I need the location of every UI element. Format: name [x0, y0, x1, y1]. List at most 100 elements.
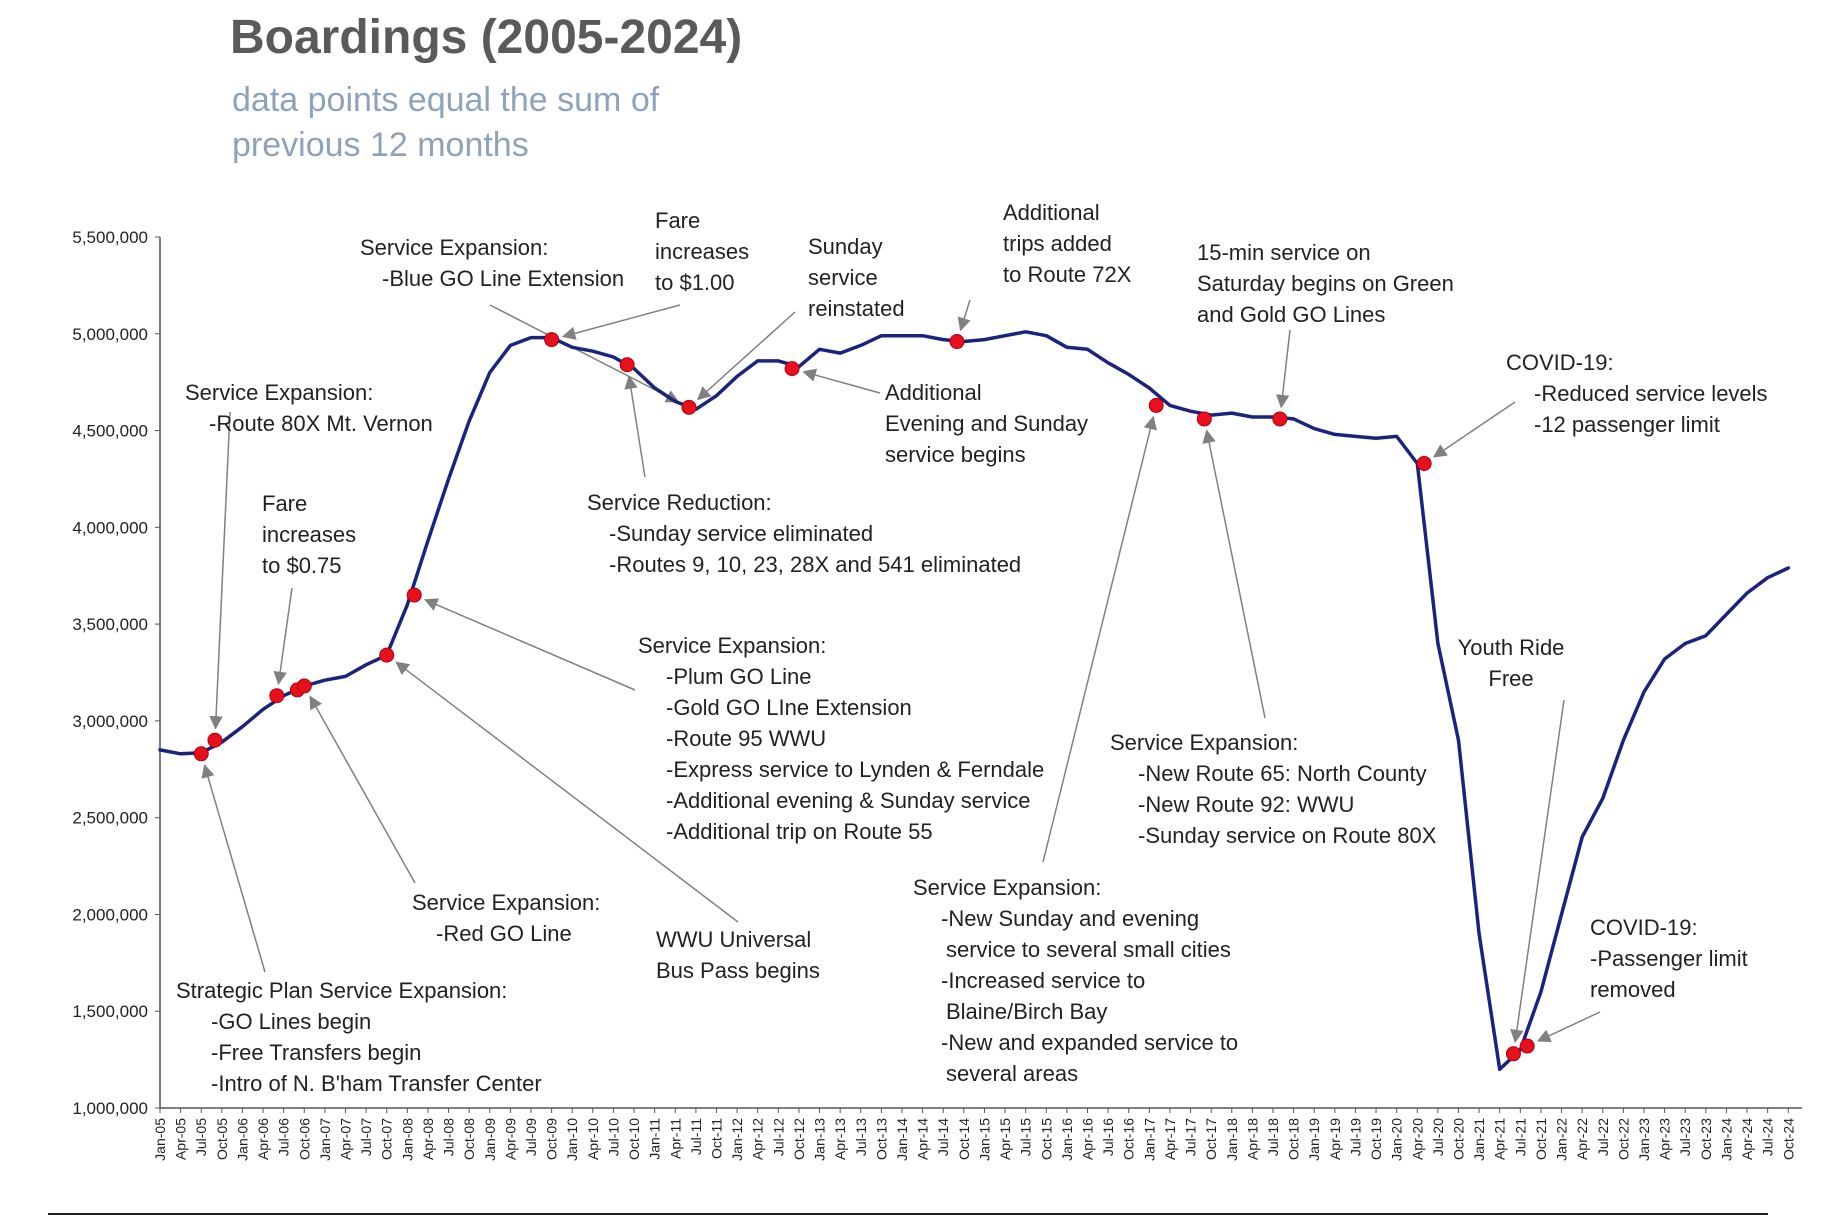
annotation-arrow: [201, 764, 266, 973]
annotation-label: Additional Evening and Sunday service begi…: [885, 380, 1088, 467]
x-tick-label: Apr-18: [1244, 1118, 1260, 1160]
annotation-label: Service Expansion: -New Route 65: North C…: [1110, 730, 1437, 848]
x-tick-label: Jan-18: [1224, 1118, 1240, 1161]
y-tick-label: 5,000,000: [72, 325, 148, 344]
annotation-line: Service Expansion:: [1110, 730, 1298, 755]
marker-group: [193, 332, 1535, 1062]
x-tick-label: Jul-14: [935, 1118, 951, 1156]
event-marker: [1505, 1046, 1521, 1062]
annotation-line: to Route 72X: [1003, 262, 1132, 287]
annotation-line: -New and expanded service to: [941, 1030, 1238, 1055]
annotation-line: -Sunday service on Route 80X: [1138, 823, 1437, 848]
event-marker: [784, 361, 800, 377]
event-marker: [1148, 397, 1164, 413]
annotation-arrow: [561, 304, 681, 340]
x-tick-label: Jan-14: [894, 1118, 910, 1161]
annotation-line: Sunday: [808, 234, 883, 259]
annotation-line: to $0.75: [262, 553, 342, 578]
event-marker: [681, 399, 697, 415]
annotation-arrow: [624, 375, 646, 478]
x-tick-label: Jul-18: [1265, 1118, 1281, 1156]
x-tick-label: Oct-12: [791, 1118, 807, 1160]
x-tick-label: Apr-10: [585, 1118, 601, 1160]
x-tick-label: Jul-05: [193, 1118, 209, 1156]
annotation-line: service to several small cities: [946, 937, 1231, 962]
x-tick-label: Jan-13: [812, 1118, 828, 1161]
y-tick-label: 2,500,000: [72, 809, 148, 828]
annotation-line: trips added: [1003, 231, 1112, 256]
annotation-arrow: [489, 304, 680, 403]
event-marker: [619, 357, 635, 373]
x-tick-label: Jul-17: [1183, 1118, 1199, 1156]
x-tick-label: Oct-18: [1286, 1118, 1302, 1160]
x-tick-label: Jul-16: [1100, 1118, 1116, 1156]
x-tick-label: Jan-11: [647, 1118, 663, 1160]
annotation-arrow: [802, 368, 881, 394]
annotation-line: Fare: [262, 491, 307, 516]
y-tick-label: 1,500,000: [72, 1002, 148, 1021]
annotation-line: Bus Pass begins: [656, 958, 820, 983]
annotation-arrow: [1042, 415, 1157, 863]
x-tick-label: Apr-23: [1657, 1118, 1673, 1160]
x-tick-label: Jul-20: [1430, 1118, 1446, 1156]
x-tick-label: Apr-21: [1492, 1118, 1508, 1160]
x-tick-label: Jul-07: [358, 1118, 374, 1156]
x-tick-label: Apr-09: [502, 1118, 518, 1160]
y-tick-label: 1,000,000: [72, 1099, 148, 1118]
annotation-arrow: [1432, 401, 1516, 458]
x-tick-label: Jul-12: [770, 1118, 786, 1156]
annotation-line: Additional: [885, 380, 982, 405]
annotation-arrow: [309, 695, 416, 884]
annotation-label: WWU Universal Bus Pass begins: [656, 927, 820, 983]
annotation-line: Service Reduction:: [587, 490, 772, 515]
y-tick-label: 5,500,000: [72, 228, 148, 247]
x-tick-label: Jan-23: [1636, 1118, 1652, 1161]
x-tick-label: Jul-23: [1677, 1118, 1693, 1156]
x-tick-label: Oct-20: [1450, 1118, 1466, 1160]
x-tick-label: Apr-08: [420, 1118, 436, 1160]
x-tick-label: Oct-10: [626, 1118, 642, 1160]
event-marker: [193, 746, 209, 762]
annotation-label: COVID-19: -Passenger limit removed: [1590, 915, 1748, 1002]
event-marker: [949, 334, 965, 350]
annotation-line: Service Expansion:: [185, 380, 373, 405]
annotation-arrow: [423, 598, 636, 691]
annotation-line: -Route 95 WWU: [666, 726, 826, 751]
annotation-arrow: [1202, 429, 1266, 719]
x-tick-label: Jan-24: [1718, 1118, 1734, 1161]
x-tick-label: Apr-11: [667, 1118, 683, 1159]
x-tick-label: Jan-20: [1389, 1118, 1405, 1161]
annotation-label: Strategic Plan Service Expansion: -GO Lin…: [176, 978, 542, 1096]
annotation-line: -Gold GO LIne Extension: [666, 695, 912, 720]
x-tick-label: Oct-05: [214, 1118, 230, 1160]
x-tick-label: Jan-08: [399, 1118, 415, 1161]
x-tick-label: Jan-16: [1059, 1118, 1075, 1161]
annotation-arrow: [1536, 1011, 1601, 1042]
annotation-label: Sunday service reinstated: [808, 234, 905, 321]
annotation-line: -Express service to Lynden & Ferndale: [666, 757, 1044, 782]
event-marker: [296, 678, 312, 694]
x-tick-label: Apr-06: [255, 1118, 271, 1160]
y-tick-label: 3,000,000: [72, 712, 148, 731]
annotation-line: 15-min service on: [1197, 240, 1371, 265]
x-tick-label: Apr-20: [1409, 1118, 1425, 1160]
annotation-line: increases: [262, 522, 356, 547]
annotation-line: -Passenger limit: [1590, 946, 1748, 971]
x-tick-label: Oct-13: [873, 1118, 889, 1160]
annotation-line: Service Expansion:: [913, 875, 1101, 900]
axes-group: 1,000,000 1,500,000 2,000,000 2,500,000 3,00…: [72, 228, 1802, 1161]
x-tick-label: Oct-15: [1038, 1118, 1054, 1160]
x-tick-label: Oct-14: [956, 1118, 972, 1160]
annotation-line: Strategic Plan Service Expansion:: [176, 978, 507, 1003]
annotation-line: -Route 80X Mt. Vernon: [209, 411, 433, 436]
annotation-label: Service Expansion: -Plum GO Line -Gold GO …: [638, 633, 1044, 844]
x-tick-label: Jul-22: [1595, 1118, 1611, 1156]
x-tick-label: Jul-24: [1760, 1118, 1776, 1156]
x-tick-label: Oct-06: [296, 1118, 312, 1160]
annotation-label: Service Reduction: -Sunday service elimin…: [587, 490, 1021, 577]
x-tick-label: Jul-10: [605, 1118, 621, 1156]
event-marker: [544, 332, 560, 348]
annotation-line: Additional: [1003, 200, 1100, 225]
x-tick-label: Jul-11: [688, 1118, 704, 1155]
